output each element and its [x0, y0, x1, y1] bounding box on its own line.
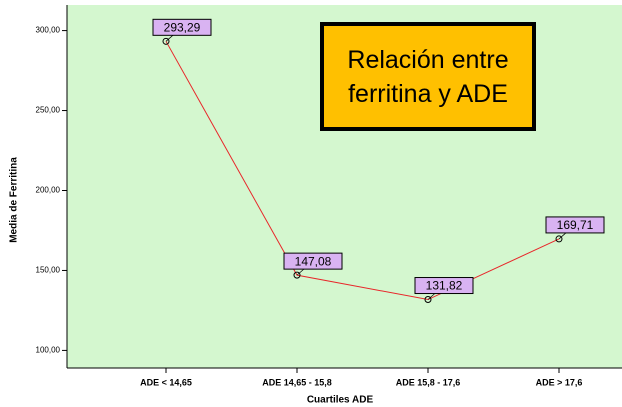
y-tick-label: 300,00 [36, 26, 61, 35]
value-label-box [283, 252, 343, 270]
value-label-box [414, 277, 474, 295]
value-label-box [545, 216, 605, 234]
value-label: 293,29 [164, 20, 201, 34]
y-tick-label: 150,00 [36, 266, 61, 275]
data-point [555, 235, 563, 243]
y-tick-label: 250,00 [36, 106, 61, 115]
value-label-box [152, 18, 212, 36]
data-point [424, 296, 432, 304]
data-point [162, 37, 170, 45]
value-label: 131,82 [426, 279, 463, 293]
x-tick-label: ADE < 14,65 [140, 377, 192, 387]
y-tick-label: 100,00 [36, 346, 61, 355]
value-label: 147,08 [295, 254, 332, 268]
data-point [293, 271, 301, 279]
y-axis-label: Media de Ferritina [9, 157, 20, 243]
x-tick-label: ADE 15,8 - 17,6 [396, 377, 461, 387]
y-tick-label: 200,00 [36, 186, 61, 195]
x-tick-label: ADE > 17,6 [536, 377, 583, 387]
x-axis-label: Cuartiles ADE [307, 395, 374, 406]
data-line [165, 41, 560, 301]
x-tick-label: ADE 14,65 - 15,8 [262, 377, 332, 387]
chart-title: Relación entre ferritina y ADE [320, 22, 536, 131]
value-label: 169,71 [557, 218, 594, 232]
